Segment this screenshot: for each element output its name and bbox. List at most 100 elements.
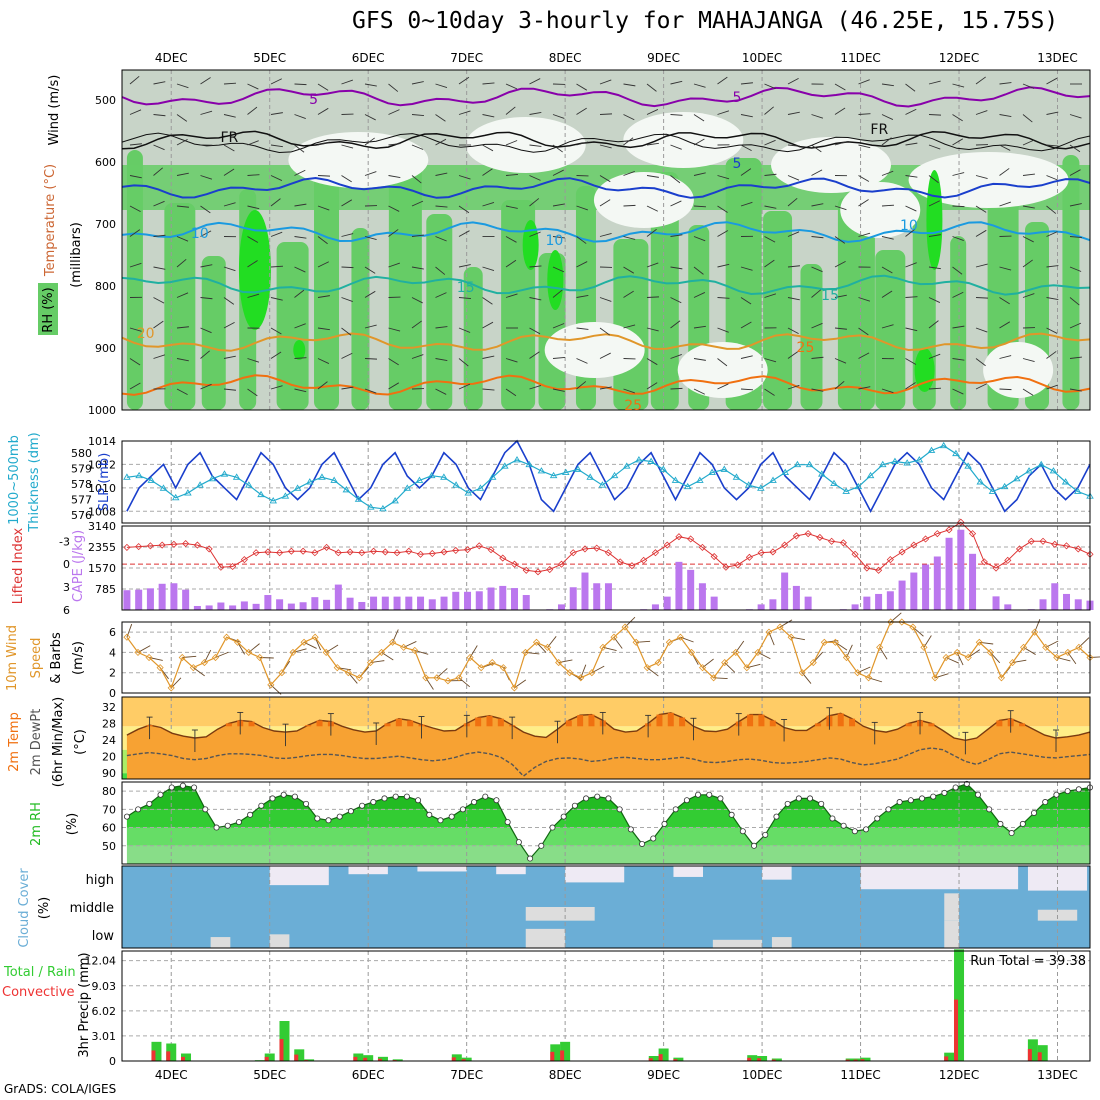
cloud-level-label: high: [86, 873, 114, 888]
lifted-index-marker: [957, 518, 965, 526]
rh-marker: [269, 795, 276, 802]
wind-speed-marker: [278, 669, 286, 677]
lifted-index-marker: [816, 533, 824, 542]
rh-area-band: [126, 845, 1090, 864]
thickness-marker: [952, 449, 960, 457]
wind-speed-marker: [931, 674, 939, 682]
wind-barb: [858, 232, 871, 237]
wind-barb: [975, 383, 987, 390]
wind-barb: [599, 297, 612, 302]
contour-label: 10: [545, 233, 563, 249]
wind-barb: [764, 388, 775, 396]
temp-background-band: [122, 697, 1090, 727]
wind-barb: [458, 110, 471, 115]
wind-barb: [247, 388, 258, 397]
rh-marker: [325, 817, 332, 824]
temp-area: [126, 712, 1090, 779]
wind-speed-marker: [411, 646, 419, 654]
temp-hot-segment: [407, 720, 414, 727]
wind-barb: [858, 297, 871, 302]
wind-barb: [529, 297, 542, 301]
wind-barb: [975, 229, 987, 237]
cape-bar: [851, 604, 859, 610]
precip-bar-total: [658, 1048, 669, 1061]
wind-speed-marker: [1053, 653, 1061, 662]
rh-green-column: [164, 203, 196, 410]
wind-barb: [646, 228, 657, 237]
wind-barb: [317, 358, 330, 364]
wind-barb: [388, 382, 400, 390]
wind-barb: [270, 78, 282, 85]
thickness-marker: [269, 497, 278, 504]
wind-label-units: (m/s): [71, 641, 86, 675]
wind-barb: [1069, 114, 1082, 119]
cape-bar: [511, 588, 519, 610]
thickness-marker: [379, 504, 387, 512]
wind-barb: [740, 355, 753, 359]
wind-barb: [411, 354, 424, 359]
wind-barb: [787, 297, 800, 301]
rh-saturated-spot: [547, 250, 564, 310]
wind-speed-marker: [544, 643, 552, 651]
wind-speed-marker: [400, 643, 408, 651]
rh-marker: [571, 802, 578, 809]
wind-barb: [1046, 205, 1057, 214]
wind-barb: [388, 109, 400, 115]
wind-barb: [1069, 266, 1082, 272]
wind-speed-marker: [433, 674, 441, 682]
wind-barb: [1046, 327, 1058, 334]
wind-barb: [881, 324, 894, 329]
cloud-low-gap: [712, 939, 763, 948]
wind-speed-marker: [898, 618, 906, 626]
wind-barb: [693, 138, 705, 146]
temp-hot-segment: [928, 723, 935, 727]
thickness-marker: [415, 476, 424, 483]
wind-barb: [576, 294, 589, 298]
wind-barb: [881, 236, 894, 240]
rh-dry-pocket: [677, 342, 768, 398]
lifted-index-marker: [1004, 556, 1012, 564]
wind-barb: [670, 144, 682, 150]
cape-bar: [557, 604, 565, 610]
cloud-level-label: low: [92, 929, 115, 944]
date-label-top: 12DEC: [939, 51, 979, 65]
precip-bar-total: [151, 1041, 162, 1061]
rh-marker: [179, 782, 186, 789]
date-label-top: 8DEC: [549, 51, 582, 65]
wind-barb: [364, 290, 376, 298]
lifted-index-marker: [522, 566, 530, 574]
wind-barb: [693, 114, 705, 122]
wind-barb: [928, 175, 939, 184]
cape-bar: [969, 553, 977, 610]
lifted-index-marker: [557, 560, 566, 568]
temp-label-units: (°C): [73, 729, 88, 755]
cape-bar: [252, 603, 260, 610]
rh-marker: [123, 813, 130, 820]
wind-barb: [341, 199, 353, 207]
lifted-index-marker: [193, 541, 201, 549]
rh-marker: [437, 817, 444, 824]
wind-barb: [317, 381, 328, 390]
rh-marker: [459, 806, 466, 813]
rh-marker: [191, 784, 198, 791]
cloud-high-gap: [496, 866, 526, 875]
thickness-marker: [793, 460, 802, 468]
wind-barb: [623, 324, 636, 329]
wind-barb: [176, 205, 189, 208]
thickness-marker: [720, 465, 729, 472]
rh-marker: [560, 813, 567, 820]
date-label-bottom: 8DEC: [549, 1068, 582, 1082]
cape-bar: [604, 583, 612, 610]
lifted-index-marker: [146, 542, 154, 550]
wind-barb: [200, 110, 213, 115]
wind-barb: [858, 175, 870, 182]
wind-barb: [740, 114, 753, 118]
thickness-marker: [964, 462, 972, 469]
precip-bar-total: [264, 1053, 275, 1061]
lifted-index-marker: [534, 568, 542, 576]
cloud-middle-gap: [944, 893, 960, 921]
wind-barb: [129, 175, 142, 179]
precip-bar-total: [845, 1058, 856, 1061]
wind-barb: [153, 200, 165, 207]
wind-barb: [176, 236, 189, 242]
